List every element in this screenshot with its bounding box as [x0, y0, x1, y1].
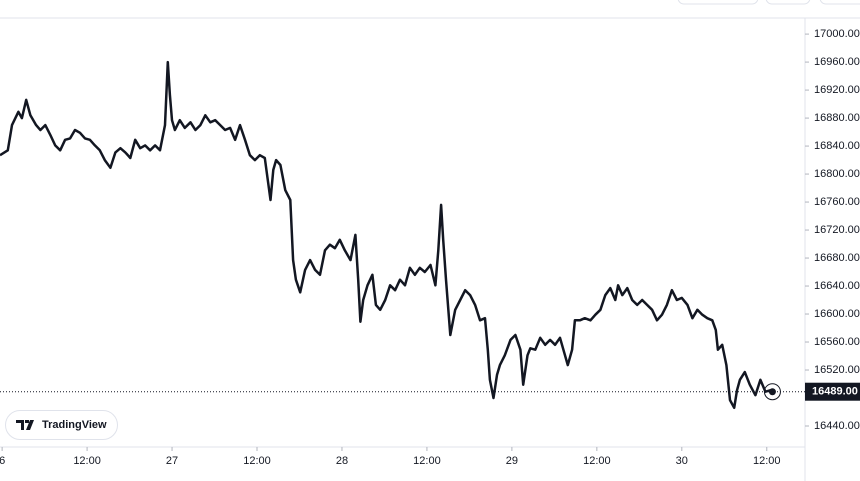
logo — [16, 420, 34, 430]
current-price-badge — [805, 382, 860, 401]
y-tick-label: 16600.00 — [814, 308, 860, 320]
y-tick-label: 16960.00 — [814, 56, 860, 68]
y-tick-label: 16520.00 — [814, 364, 860, 376]
y-tick-label: 16760.00 — [814, 196, 860, 208]
x-tick-label: 12:00 — [73, 455, 101, 467]
watermark: TradingView — [5, 410, 118, 440]
toolbar-button[interactable] — [677, 0, 759, 5]
y-tick-label: 17000.00 — [814, 28, 860, 40]
last-point — [763, 383, 781, 401]
price-line — [0, 60, 774, 410]
y-tick-label: 16440.00 — [814, 420, 860, 432]
y-tick-label: 16640.00 — [814, 280, 860, 292]
x-tick-label: 27 — [166, 455, 178, 467]
y-tick-label: 16680.00 — [814, 252, 860, 264]
x-tick-label: 30 — [676, 455, 688, 467]
last-point-dot — [768, 388, 776, 396]
y-tick-label: 16560.00 — [814, 336, 860, 348]
y-tick-label: 16840.00 — [814, 140, 860, 152]
x-tick-label: 12:00 — [413, 455, 441, 467]
y-tick-label: 16720.00 — [814, 224, 860, 236]
x-tick-label: 28 — [336, 455, 348, 467]
current-price-label: 16489.00 — [812, 386, 858, 398]
y-tick-label: 16920.00 — [814, 84, 860, 96]
y-tick-label: 16800.00 — [814, 168, 860, 180]
x-tick-label: 12:00 — [243, 455, 271, 467]
x-tick-label: 29 — [506, 455, 518, 467]
x-tick-label: 12:00 — [583, 455, 611, 467]
plot-area: 16440.00 16520.00 16560.00 16600.00 16640.00… — [0, 28, 860, 467]
watermark-text: TradingView — [42, 419, 107, 431]
x-tick-label: 6 — [0, 455, 5, 467]
toolbar-button[interactable] — [819, 0, 860, 5]
toolbar-button[interactable] — [765, 0, 811, 5]
x-tick-label: 12:00 — [753, 455, 781, 467]
y-tick-label: 16880.00 — [814, 112, 860, 124]
